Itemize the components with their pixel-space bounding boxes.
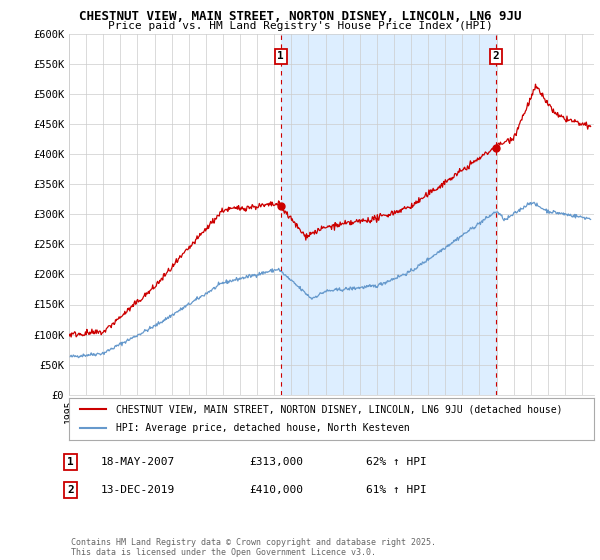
Bar [281,34,496,395]
Text: 2: 2 [492,52,499,62]
Text: Contains HM Land Registry data © Crown copyright and database right 2025.
This d: Contains HM Land Registry data © Crown c… [71,538,436,557]
Text: 2: 2 [67,485,74,495]
Text: CHESTNUT VIEW, MAIN STREET, NORTON DISNEY, LINCOLN, LN6 9JU: CHESTNUT VIEW, MAIN STREET, NORTON DISNE… [79,10,521,23]
Text: £410,000: £410,000 [249,485,303,495]
Text: 18-MAY-2007: 18-MAY-2007 [101,457,175,467]
Text: Price paid vs. HM Land Registry's House Price Index (HPI): Price paid vs. HM Land Registry's House … [107,21,493,31]
Text: 1: 1 [277,52,284,62]
Text: 13-DEC-2019: 13-DEC-2019 [101,485,175,495]
Text: 62% ↑ HPI: 62% ↑ HPI [366,457,427,467]
Text: CHESTNUT VIEW, MAIN STREET, NORTON DISNEY, LINCOLN, LN6 9JU (detached house): CHESTNUT VIEW, MAIN STREET, NORTON DISNE… [116,404,563,414]
Text: £313,000: £313,000 [249,457,303,467]
Text: 61% ↑ HPI: 61% ↑ HPI [366,485,427,495]
Text: HPI: Average price, detached house, North Kesteven: HPI: Average price, detached house, Nort… [116,423,410,433]
Text: 1: 1 [67,457,74,467]
